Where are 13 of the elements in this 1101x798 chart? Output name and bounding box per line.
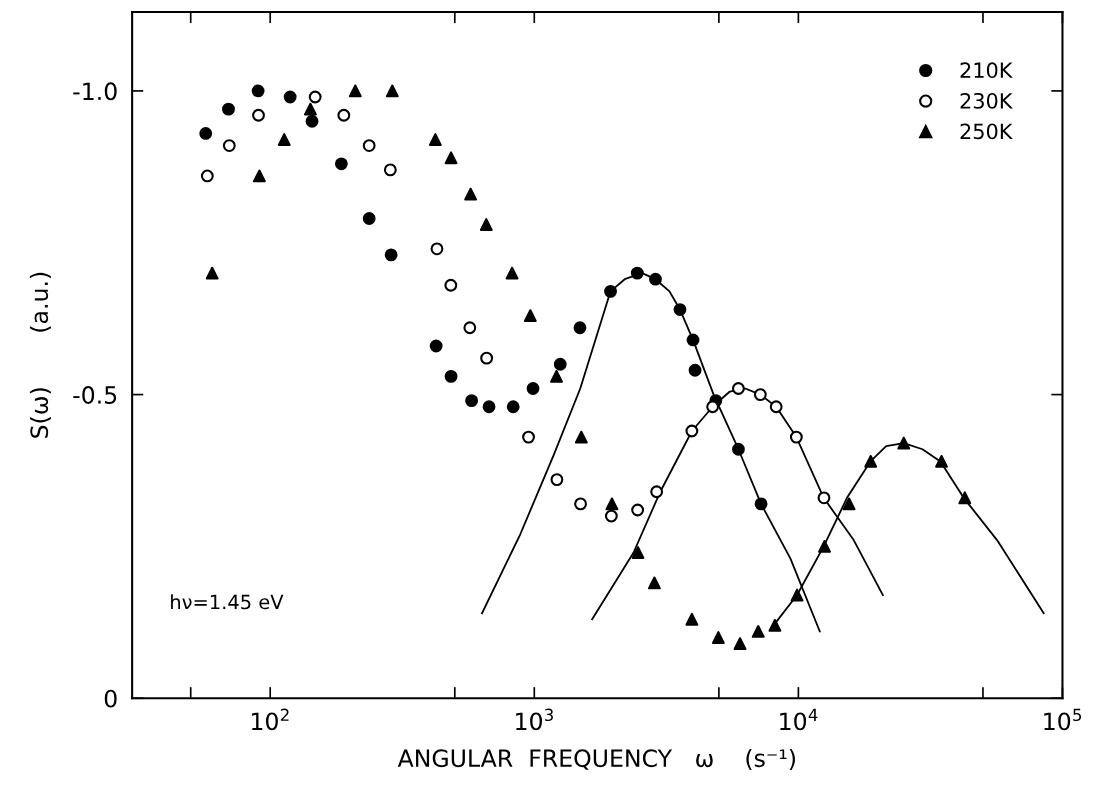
y-tick-label: -0.5 [73,386,117,404]
x-axis-title: ANGULAR FREQUENCY ω (s⁻¹) [397,748,795,770]
y-tick-label: 0 [104,689,117,708]
y-axis-title: S(ω) (a.u.) [29,272,51,438]
legend-label: 210K [960,62,1013,79]
x-tick-label: 10$^{2}$ [252,708,289,731]
x-tick-label: 10$^{4}$ [780,708,818,731]
legend-label: 230K [960,92,1013,109]
annotation: hν=1.45 eV [171,594,284,610]
x-tick-label: 10$^{5}$ [1044,708,1082,731]
x-tick-label: 10$^{3}$ [516,708,553,731]
y-tick-label: -1.0 [73,82,117,101]
legend-label: 250K [960,123,1013,140]
